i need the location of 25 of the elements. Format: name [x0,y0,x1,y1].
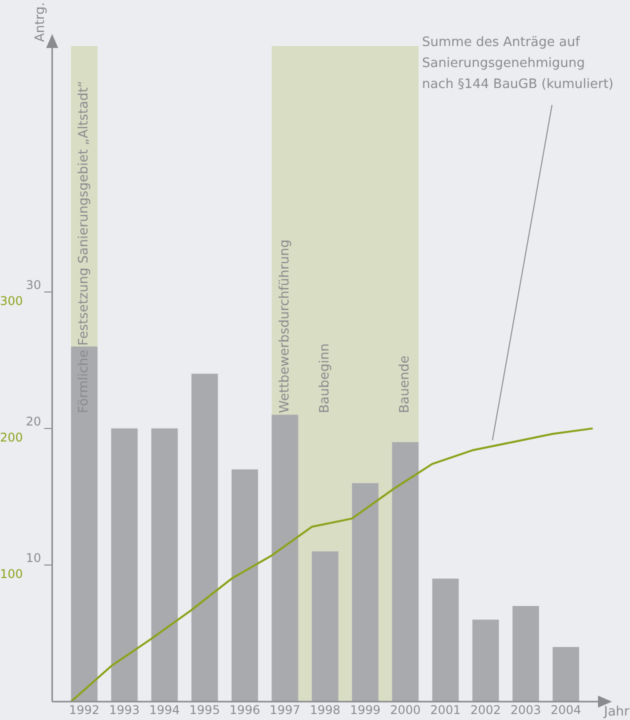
x-tick-label: 1997 [270,702,300,717]
x-tick-label: 2004 [550,702,582,717]
x-tick-label: 1996 [230,702,260,717]
x-tick-label: 1992 [69,702,100,717]
x-tick-label: 2000 [390,702,421,717]
annotation: Baubeginn [317,343,332,414]
x-tick-label: 1994 [149,702,180,717]
x-tick-label: 1998 [310,702,340,717]
y-axis-title: Antrg. [33,2,48,42]
x-tick-label: 1999 [350,702,380,717]
annotation: Summe des Anträge auf Sanierungsgenehmigung nach §144 BauGB (kumuliert) [422,34,614,92]
x-tick-label: 2003 [510,702,542,717]
y-tick-label: 10 [26,551,42,566]
y-tick-label: 20 [26,414,42,429]
x-axis-title: Jahr [603,704,630,720]
annotation: Bauende [398,356,413,414]
y2-tick-label: 100 [0,567,23,582]
x-tick-label: 1995 [189,702,220,717]
y2-tick-label: 200 [0,430,23,445]
annotation: Wettbewerbsdurchführung [277,240,292,414]
y2-tick-label: 300 [0,294,23,308]
x-tick-label: 2001 [430,702,461,717]
x-tick-label: 2002 [470,702,501,717]
y-tick-label: 30 [26,278,42,292]
x-tick-label: 1993 [109,702,140,717]
